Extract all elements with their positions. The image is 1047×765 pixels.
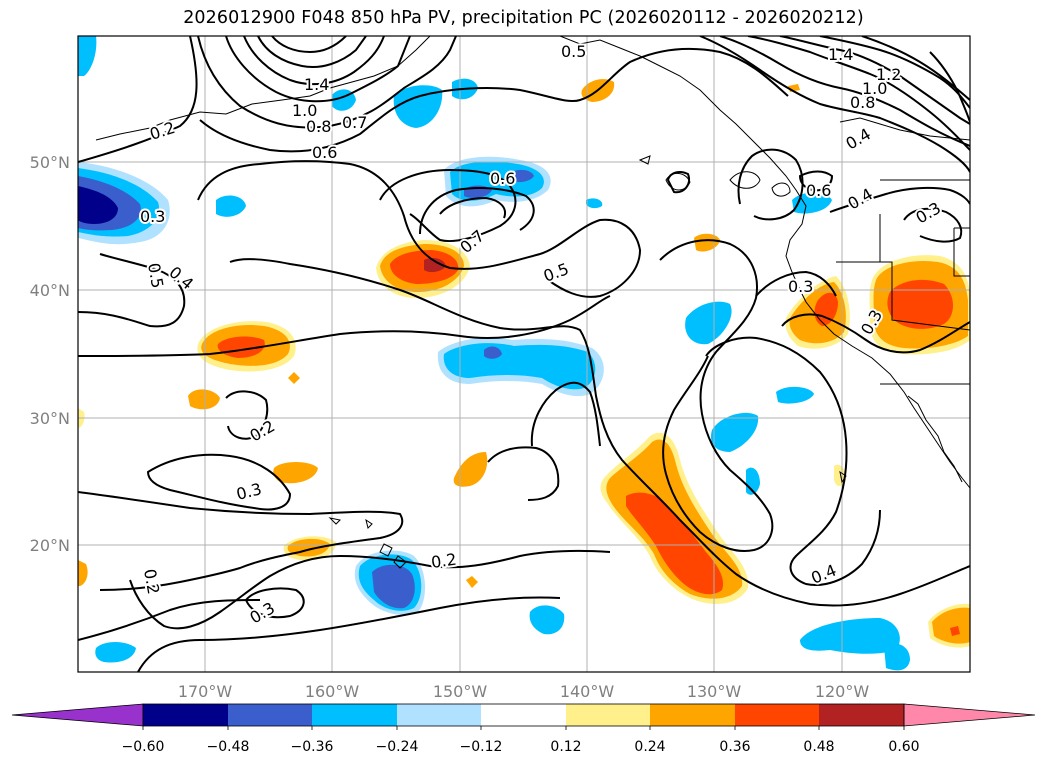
colorbar-extend-low xyxy=(11,703,144,727)
contour-label: 0.3 xyxy=(140,207,165,226)
precip-positive-blob xyxy=(78,560,88,586)
precip-negative-blob xyxy=(792,192,832,214)
contour-label: 0.5 xyxy=(144,261,167,289)
colorbar-tick-label: 0.12 xyxy=(550,739,581,755)
colorbar-tick-label: −0.12 xyxy=(460,739,503,755)
plot-title: 2026012900 F048 850 hPa PV, precipitatio… xyxy=(183,8,864,28)
precip-negative-blob xyxy=(685,301,732,345)
lon-label: 150°W xyxy=(433,682,488,701)
colorbar-segment xyxy=(312,704,397,726)
contour-label: 1.2 xyxy=(876,65,901,84)
lon-label: 170°W xyxy=(178,682,233,701)
precip-positive-blob xyxy=(453,452,488,487)
precip-positive-blob xyxy=(466,576,478,588)
contour-label: 1.4 xyxy=(304,75,329,94)
colorbar-tick-label: −0.48 xyxy=(207,739,250,755)
precip-negative-blob-150w xyxy=(512,169,534,183)
colorbar-tick-label: 0.48 xyxy=(803,739,834,755)
lon-label: 140°W xyxy=(560,682,615,701)
graticule xyxy=(78,36,970,672)
colorbar-tick-label: 0.24 xyxy=(634,739,665,755)
contour-label: 0.6 xyxy=(490,169,515,188)
contour-label: 0.8 xyxy=(306,117,331,136)
precip-positive-blob xyxy=(288,372,300,384)
lon-label: 160°W xyxy=(305,682,360,701)
colorbar-segment xyxy=(397,704,481,726)
colorbar-ticks xyxy=(142,726,905,730)
lat-label: 20°N xyxy=(30,536,70,555)
precip-negative-blob-nw xyxy=(78,36,97,76)
contour-label: 0.2 xyxy=(430,550,458,572)
colorbar-segment xyxy=(819,704,904,726)
precip-positive-blob-150w xyxy=(424,258,446,273)
colorbar-segment xyxy=(566,704,650,726)
precip-negative-blob xyxy=(216,195,246,217)
precip-negative-blob-hawaii xyxy=(372,564,415,609)
precip-positive-blob-interior xyxy=(887,279,953,329)
colorbar-tick-label: −0.24 xyxy=(376,739,419,755)
lon-label: 120°W xyxy=(815,682,870,701)
colorbar-tick-label: −0.36 xyxy=(291,739,334,755)
precip-positive-blob-coast xyxy=(814,292,838,326)
colorbar-tick-label: 0.60 xyxy=(888,739,919,755)
lon-labels: 170°W 160°W 150°W 140°W 130°W 120°W xyxy=(178,682,870,701)
precip-positive-band-130w xyxy=(626,492,724,595)
lat-label: 30°N xyxy=(30,409,70,428)
lat-labels: 50°N 40°N 30°N 20°N xyxy=(30,153,70,555)
colorbar-segment xyxy=(228,704,312,726)
precip-negative-band xyxy=(443,343,596,390)
contour-label: 1.0 xyxy=(292,101,317,120)
precip-negative-blob xyxy=(776,386,814,404)
colorbar-segment xyxy=(481,704,566,726)
lon-label: 130°W xyxy=(687,682,742,701)
colorbar: −0.60 −0.48 −0.36 −0.24 −0.12 0.12 0.24 … xyxy=(11,703,1036,755)
colorbar-frame xyxy=(142,703,905,727)
pv-contours xyxy=(78,36,970,672)
map-frame xyxy=(77,35,971,673)
contour-label: 1.4 xyxy=(828,45,853,64)
precip-negative-blob xyxy=(529,605,565,635)
colorbar-extend-high xyxy=(903,703,1036,727)
contour-label: 0.3 xyxy=(788,277,813,296)
colorbar-segment xyxy=(735,704,819,726)
precip-negative-blob xyxy=(884,643,910,671)
precip-positive-blob xyxy=(950,626,960,636)
contour-label: 1.0 xyxy=(862,79,887,98)
coastlines xyxy=(95,36,970,569)
contour-label: 0.7 xyxy=(342,113,367,132)
precip-negative-blob xyxy=(710,412,759,452)
colorbar-tick-label: −0.60 xyxy=(122,739,165,755)
precip-negative-blob xyxy=(393,85,443,128)
precip-negative-blob-west xyxy=(78,186,118,224)
precip-positive-blob xyxy=(188,389,220,410)
precip-positive-blob xyxy=(273,462,318,484)
lat-label: 40°N xyxy=(30,281,70,300)
precip-negative-band xyxy=(484,346,502,359)
contour-label: 0.5 xyxy=(561,42,586,61)
precip-negative-blob xyxy=(95,642,136,663)
colorbar-segment xyxy=(143,704,228,726)
precip-positive-blob xyxy=(932,607,970,644)
colorbar-tick-label: 0.36 xyxy=(719,739,750,755)
precip-negative-blob xyxy=(586,198,603,209)
lat-label: 50°N xyxy=(30,153,70,172)
precip-negative-blob xyxy=(800,618,900,654)
contour-label: 0.6 xyxy=(806,181,831,200)
contour-label: 0.6 xyxy=(312,143,337,162)
colorbar-segment xyxy=(650,704,735,726)
contour-label: 0.8 xyxy=(850,93,875,112)
